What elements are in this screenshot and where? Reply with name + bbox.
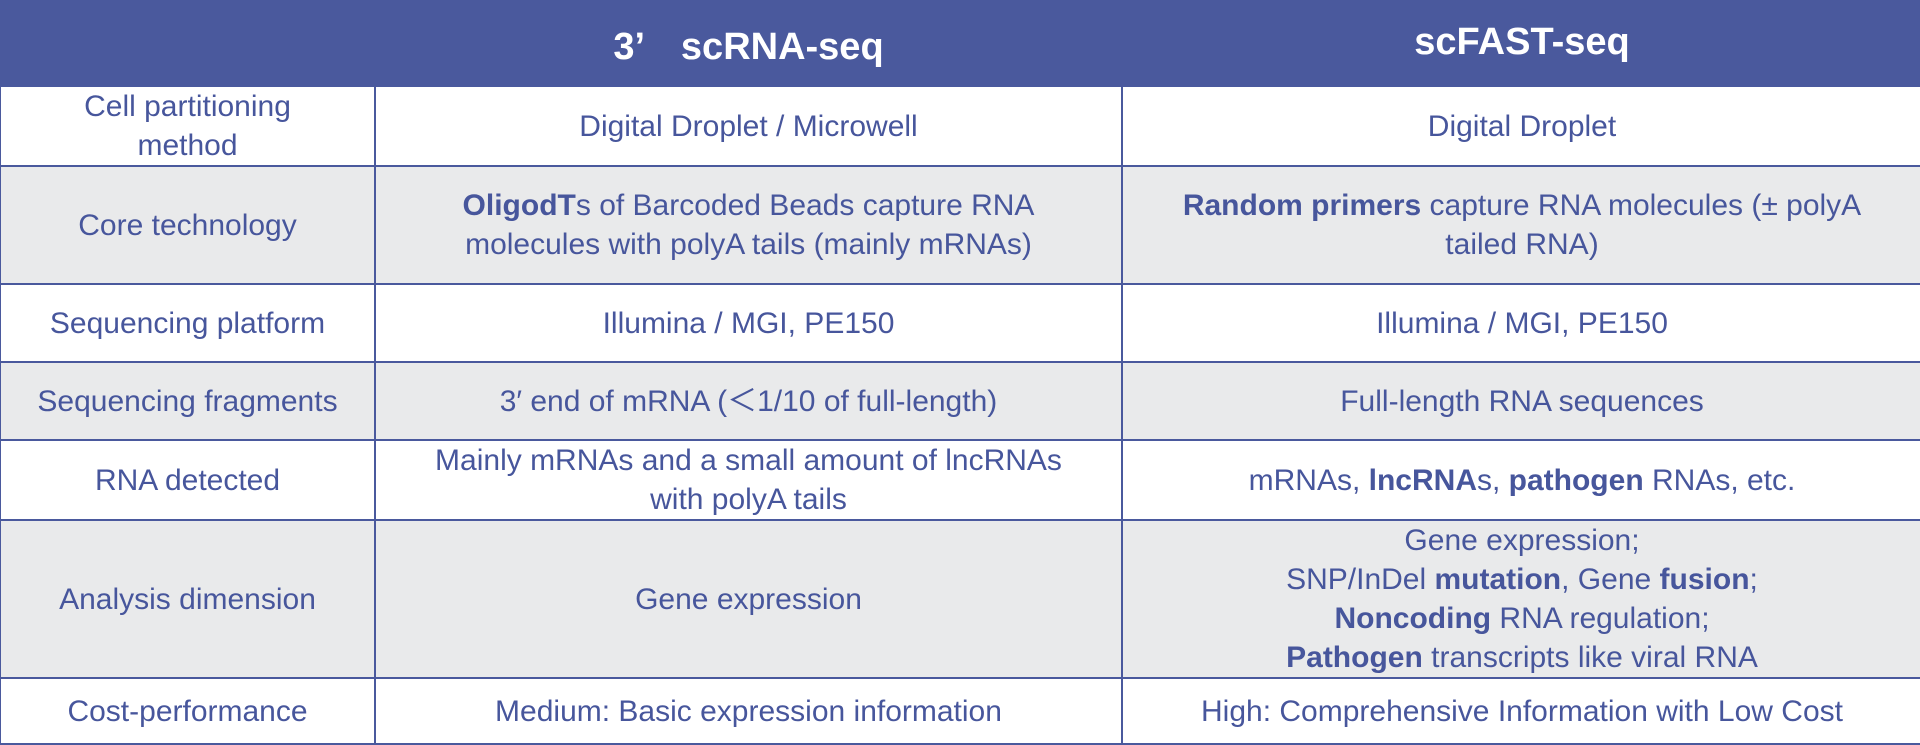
rna-detected-label-cell: RNA detected — [0, 439, 376, 521]
table-row-core-technology: Core technology OligodTs of Barcoded Bead… — [0, 165, 1920, 285]
table-row-cost-performance: Cost-performance Medium: Basic expression… — [0, 677, 1920, 745]
core-technology-scrna-seq-line: molecules with polyA tails (mainly mRNAs… — [465, 228, 1032, 261]
rna-detected-scrna-seq-line: with polyA tails — [650, 483, 847, 516]
sequencing-platform-scrna-seq-line: Illumina / MGI, PE150 — [602, 306, 895, 340]
header-empty-cell — [0, 0, 375, 86]
core-technology-scfast-seq-line: tailed RNA) — [1445, 228, 1599, 261]
cell-partitioning-method-scfast-seq-cell: Digital Droplet — [1121, 85, 1920, 167]
core-technology-scrna-seq-cell: OligodTs of Barcoded Beads capture RNA mo… — [374, 165, 1123, 285]
bold-emphasis: mutation — [1434, 563, 1562, 596]
analysis-dimension-scfast-seq-line: Pathogen transcripts like viral RNA — [1286, 641, 1758, 674]
sequencing-platform-scfast-seq-cell: Illumina / MGI, PE150 — [1121, 283, 1920, 363]
cell-partitioning-method-label-line: Cell partitioning — [84, 90, 291, 123]
rna-detected-scfast-seq-line: mRNAs, lncRNAs, pathogen RNAs, etc. — [1248, 463, 1796, 497]
cost-performance-scfast-seq-line: High: Comprehensive Information with Low… — [1201, 694, 1843, 728]
core-technology-label-cell: Core technology — [0, 165, 376, 285]
analysis-dimension-scrna-seq-cell: Gene expression — [374, 519, 1123, 679]
analysis-dimension-scfast-seq-line: SNP/InDel mutation, Gene fusion; — [1286, 563, 1758, 596]
cell-partitioning-method-label-cell: Cell partitioning method — [0, 85, 376, 167]
cost-performance-scrna-seq-cell: Medium: Basic expression information — [374, 677, 1123, 745]
cost-performance-label-line: Cost-performance — [67, 694, 308, 728]
sequencing-fragments-scrna-seq-line: 3′ end of mRNA (＜1/10 of full-length) — [499, 384, 998, 418]
analysis-dimension-scrna-seq-line: Gene expression — [635, 582, 862, 616]
table-row-analysis-dimension: Analysis dimension Gene expression Gene ex… — [0, 519, 1920, 679]
sequencing-platform-label-line: Sequencing platform — [49, 306, 326, 340]
table-row-cell-partitioning-method: Cell partitioning method Digital Droplet /… — [0, 85, 1920, 167]
rna-detected-scrna-seq-line: Mainly mRNAs and a small amount of lncRN… — [435, 444, 1062, 477]
bold-emphasis: Pathogen — [1286, 641, 1423, 674]
sequencing-fragments-scfast-seq-cell: Full-length RNA sequences — [1121, 361, 1920, 441]
core-technology-scfast-seq-line: Random primers capture RNA molecules (± … — [1182, 189, 1862, 222]
core-technology-scrna-seq-line: OligodTs of Barcoded Beads capture RNA — [462, 189, 1035, 222]
bold-emphasis: lncRNA — [1368, 463, 1477, 497]
analysis-dimension-label-line: Analysis dimension — [59, 582, 316, 616]
analysis-dimension-scfast-seq-cell: Gene expression; SNP/InDel mutation, Gene… — [1121, 519, 1920, 679]
cell-partitioning-method-label-line: method — [137, 129, 238, 162]
table-row-sequencing-platform: Sequencing platform Illumina / MGI, PE150… — [0, 283, 1920, 363]
analysis-dimension-scfast-seq-line: Noncoding RNA regulation; — [1334, 602, 1710, 635]
bold-emphasis: Noncoding — [1334, 602, 1492, 635]
sequencing-platform-scrna-seq-cell: Illumina / MGI, PE150 — [374, 283, 1123, 363]
cost-performance-scfast-seq-cell: High: Comprehensive Information with Low… — [1121, 677, 1920, 745]
cost-performance-scrna-seq-line: Medium: Basic expression information — [495, 694, 1002, 728]
bold-emphasis: pathogen — [1508, 463, 1644, 497]
table-row-sequencing-fragments: Sequencing fragments 3′ end of mRNA (＜1/1… — [0, 361, 1920, 441]
rna-detected-scfast-seq-cell: mRNAs, lncRNAs, pathogen RNAs, etc. — [1121, 439, 1920, 521]
sequencing-platform-scfast-seq-line: Illumina / MGI, PE150 — [1376, 306, 1668, 340]
sequencing-platform-label-cell: Sequencing platform — [0, 283, 376, 363]
rna-detected-label-line: RNA detected — [94, 463, 281, 497]
cell-partitioning-method-scrna-seq-cell: Digital Droplet / Microwell — [374, 85, 1123, 167]
header-row: 3’ scRNA-seq scFAST-seq — [0, 0, 1920, 86]
sequencing-fragments-label-cell: Sequencing fragments — [0, 361, 376, 441]
cost-performance-label-cell: Cost-performance — [0, 677, 376, 745]
sequencing-fragments-label-line: Sequencing fragments — [37, 384, 338, 418]
bold-emphasis: OligodT — [462, 189, 576, 222]
bold-emphasis: Random primers — [1182, 189, 1422, 222]
sequencing-fragments-scrna-seq-cell: 3′ end of mRNA (＜1/10 of full-length) — [374, 361, 1123, 441]
sequencing-fragments-scfast-seq-line: Full-length RNA sequences — [1340, 384, 1704, 418]
core-technology-scfast-seq-cell: Random primers capture RNA molecules (± … — [1121, 165, 1920, 285]
rna-detected-scrna-seq-cell: Mainly mRNAs and a small amount of lncRN… — [374, 439, 1123, 521]
core-technology-label-line: Core technology — [78, 208, 297, 242]
table-row-rna-detected: RNA detected Mainly mRNAs and a small amo… — [0, 439, 1920, 521]
cell-partitioning-method-scrna-seq-line: Digital Droplet / Microwell — [579, 109, 918, 143]
analysis-dimension-label-cell: Analysis dimension — [0, 519, 376, 679]
header-scfast-seq: scFAST-seq — [1414, 21, 1630, 63]
header-3-scrna-seq: 3’ scRNA-seq — [613, 26, 884, 68]
cell-partitioning-method-scfast-seq-line: Digital Droplet — [1427, 109, 1617, 143]
bold-emphasis: fusion — [1659, 563, 1750, 596]
analysis-dimension-scfast-seq-line: Gene expression; — [1404, 524, 1640, 557]
